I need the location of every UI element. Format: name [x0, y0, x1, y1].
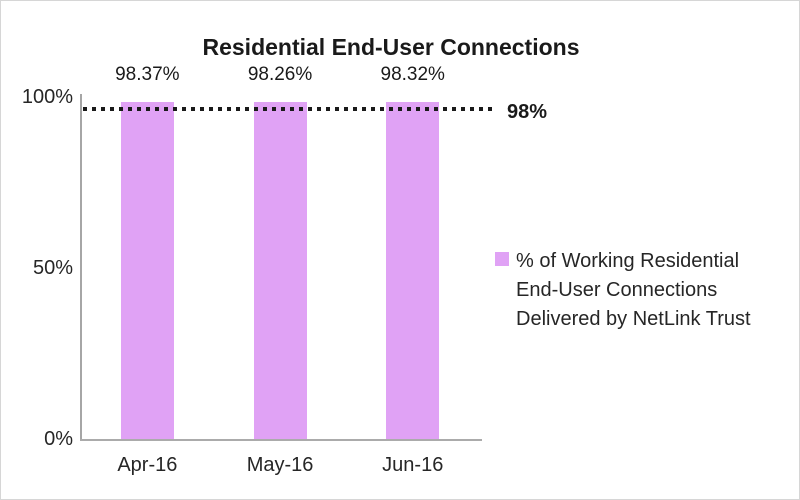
- y-tick-label: 0%: [44, 428, 73, 450]
- y-axis-line: [80, 94, 82, 440]
- legend-label-line-1: % of Working Residential: [516, 250, 740, 272]
- y-tick-label: 50%: [32, 256, 73, 279]
- reference-line-label: 98%: [507, 101, 548, 123]
- y-tick-label: 100%: [21, 85, 73, 108]
- bar-value-label: 98.37%: [115, 64, 180, 85]
- bar-value-label: 98.32%: [380, 64, 445, 85]
- bar-value-label: 98.26%: [247, 64, 313, 85]
- bar-apr-16: [120, 102, 174, 439]
- x-axis-label: May-16: [246, 454, 314, 476]
- legend-label-line-3: Delivered by NetLink Trust: [516, 308, 751, 330]
- legend-swatch: [495, 252, 509, 266]
- legend: % of Working Residential End-User Connec…: [495, 247, 751, 334]
- legend-label-line-2: End-User Connections: [516, 279, 718, 301]
- bar-jun-16: [386, 102, 440, 439]
- bar-may-16: [253, 102, 307, 439]
- x-axis-label: Jun-16: [382, 454, 444, 476]
- chart-title: Residential End-User Connections: [202, 34, 580, 60]
- legend-label: % of Working Residential End-User Connec…: [516, 247, 751, 334]
- x-axis-line: [80, 439, 482, 441]
- x-axis-label: Apr-16: [117, 454, 178, 476]
- reference-line: [83, 107, 495, 111]
